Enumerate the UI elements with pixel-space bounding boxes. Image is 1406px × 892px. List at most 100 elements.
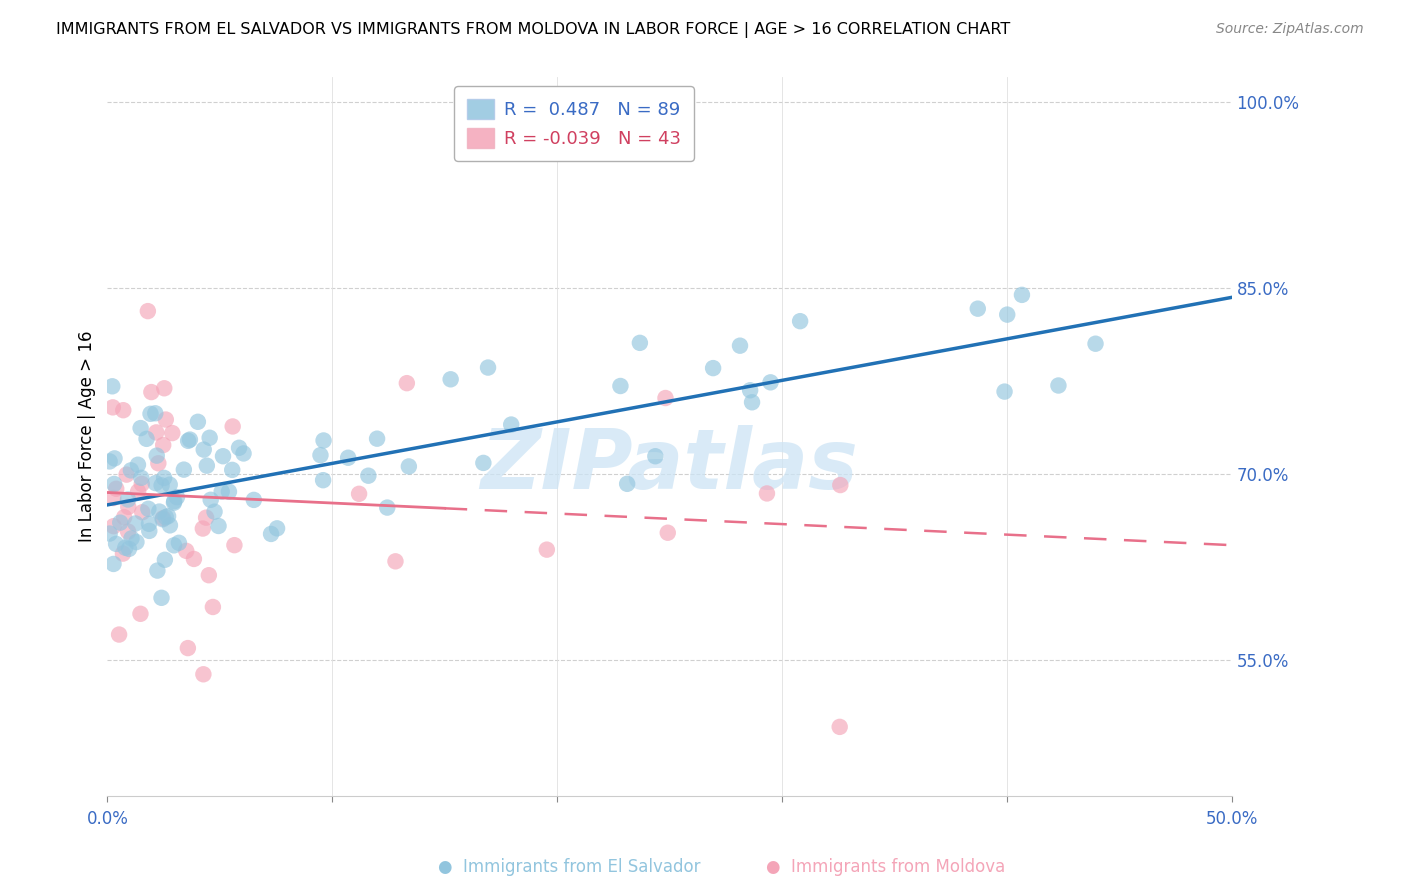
- Point: [1011, 288, 1033, 302]
- Point: [105, 482, 128, 496]
- Point: [993, 384, 1015, 399]
- Point: [166, 490, 188, 504]
- Point: [966, 301, 988, 316]
- Point: [155, 412, 177, 426]
- Point: [112, 510, 135, 524]
- Point: [312, 473, 335, 487]
- Point: [207, 519, 229, 533]
- Point: [224, 538, 246, 552]
- Point: [191, 522, 214, 536]
- Point: [145, 476, 167, 491]
- Point: [125, 535, 148, 549]
- Point: [198, 568, 221, 582]
- Point: [260, 527, 283, 541]
- Point: [204, 505, 226, 519]
- Point: [609, 379, 631, 393]
- Point: [162, 426, 184, 441]
- Point: [755, 486, 778, 500]
- Point: [124, 516, 146, 531]
- Point: [243, 492, 266, 507]
- Point: [153, 471, 176, 485]
- Point: [153, 553, 176, 567]
- Point: [155, 510, 177, 524]
- Text: ●  Immigrants from Moldova: ● Immigrants from Moldova: [766, 858, 1005, 876]
- Point: [103, 519, 125, 533]
- Point: [153, 381, 176, 395]
- Point: [789, 314, 811, 328]
- Point: [101, 401, 124, 415]
- Point: [117, 524, 139, 539]
- Point: [173, 462, 195, 476]
- Point: [141, 385, 163, 400]
- Point: [110, 516, 132, 530]
- Point: [740, 384, 762, 398]
- Point: [138, 501, 160, 516]
- Point: [174, 544, 197, 558]
- Point: [644, 449, 666, 463]
- Point: [146, 564, 169, 578]
- Point: [193, 442, 215, 457]
- Point: [143, 406, 166, 420]
- Point: [108, 627, 131, 641]
- Point: [830, 478, 852, 492]
- Point: [157, 509, 180, 524]
- Point: [177, 641, 200, 656]
- Point: [131, 476, 153, 491]
- Point: [1084, 336, 1107, 351]
- Point: [111, 547, 134, 561]
- Point: [312, 434, 335, 448]
- Point: [375, 500, 398, 515]
- Point: [654, 391, 676, 405]
- Point: [309, 448, 332, 462]
- Point: [211, 484, 233, 499]
- Point: [139, 407, 162, 421]
- Point: [127, 458, 149, 472]
- Point: [187, 415, 209, 429]
- Point: [112, 403, 135, 417]
- Text: Source: ZipAtlas.com: Source: ZipAtlas.com: [1216, 22, 1364, 37]
- Point: [103, 491, 125, 505]
- Point: [105, 537, 128, 551]
- Point: [398, 459, 420, 474]
- Point: [728, 339, 751, 353]
- Point: [138, 524, 160, 538]
- Point: [121, 532, 143, 546]
- Point: [167, 536, 190, 550]
- Point: [129, 421, 152, 435]
- Point: [179, 433, 201, 447]
- Point: [163, 538, 186, 552]
- Point: [152, 438, 174, 452]
- Point: [221, 463, 243, 477]
- Point: [177, 434, 200, 448]
- Point: [117, 492, 139, 507]
- Point: [115, 467, 138, 482]
- Point: [103, 477, 125, 491]
- Point: [183, 552, 205, 566]
- Point: [148, 505, 170, 519]
- Point: [152, 511, 174, 525]
- Legend: R =  0.487   N = 89, R = -0.039   N = 43: R = 0.487 N = 89, R = -0.039 N = 43: [454, 87, 695, 161]
- Point: [384, 554, 406, 568]
- Point: [101, 379, 124, 393]
- Point: [759, 376, 782, 390]
- Y-axis label: In Labor Force | Age > 16: In Labor Force | Age > 16: [79, 331, 96, 542]
- Point: [129, 607, 152, 621]
- Point: [347, 487, 370, 501]
- Text: ZIPatlas: ZIPatlas: [481, 425, 859, 506]
- Point: [440, 372, 463, 386]
- Point: [232, 446, 254, 460]
- Point: [212, 449, 235, 463]
- Point: [150, 591, 173, 605]
- Point: [657, 525, 679, 540]
- Point: [357, 468, 380, 483]
- Point: [741, 395, 763, 409]
- Point: [366, 432, 388, 446]
- Point: [200, 492, 222, 507]
- Point: [702, 361, 724, 376]
- Point: [98, 454, 121, 468]
- Point: [138, 516, 160, 531]
- Point: [536, 542, 558, 557]
- Point: [193, 667, 215, 681]
- Point: [129, 471, 152, 485]
- Point: [118, 541, 141, 556]
